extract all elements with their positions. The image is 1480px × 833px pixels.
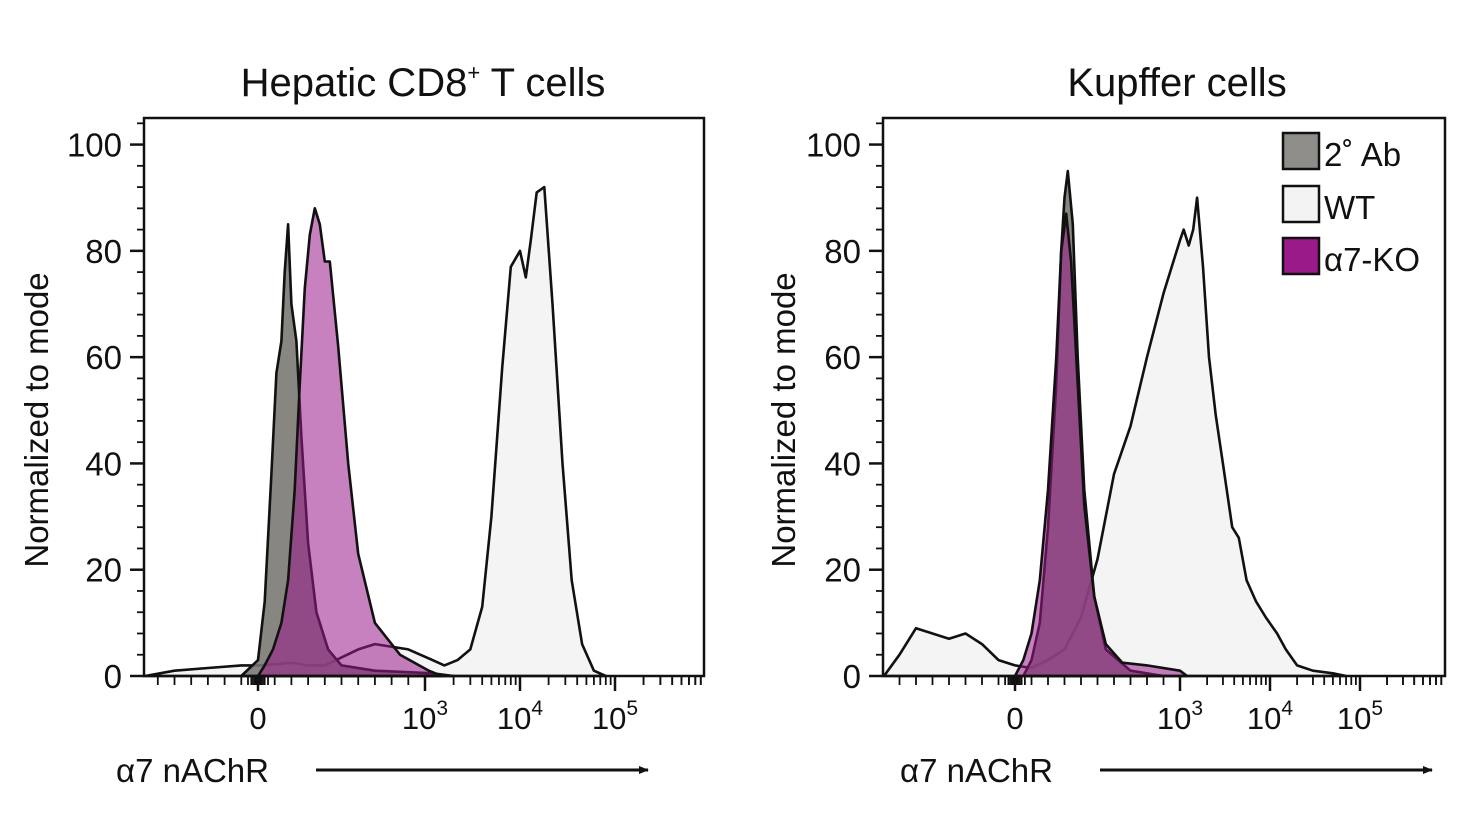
chart-title: Kupffer cells (1067, 61, 1286, 105)
x-tick-label: 0 (249, 701, 266, 736)
y-tick-label: 20 (85, 552, 122, 589)
series-layer (882, 169, 1348, 678)
x-major-ticks (1013, 676, 1362, 691)
plot-frame (142, 116, 706, 678)
panel-hepatic-cd8: Hepatic CD8+ T cells Normalized to mode … (18, 60, 706, 789)
x-minor-ticks (156, 676, 702, 685)
y-tick-label: 60 (85, 339, 122, 376)
x-tick-labels: 0 103 104 105 (1006, 697, 1383, 736)
panel-kupffer: Kupffer cells Normalized to mode 0 20 40 60… (765, 61, 1447, 789)
chart-title: Hepatic CD8+ T cells (241, 60, 606, 105)
legend-swatch (1281, 236, 1321, 276)
legend-item-wt: WT (1281, 184, 1375, 226)
legend: 2˚ Ab WT α7-KO (1281, 131, 1420, 278)
legend-label: α7-KO (1324, 241, 1420, 278)
y-tick-label: 0 (104, 658, 122, 695)
x-tick-labels: 0 103 104 105 (249, 697, 638, 736)
series-a7ko (256, 207, 443, 678)
x-tick-label: 104 (497, 697, 543, 736)
x-tick-label: 103 (402, 697, 448, 736)
x-axis-label: α7 nAChR (116, 752, 269, 789)
x-tick-label: 105 (592, 697, 638, 736)
series-a7ko (1013, 212, 1189, 678)
y-tick-label: 0 (843, 658, 861, 695)
legend-label: 2˚ Ab (1324, 136, 1401, 173)
y-tick-label: 60 (824, 339, 861, 376)
x-tick-label: 105 (1337, 697, 1383, 736)
y-minor-ticks (876, 122, 883, 656)
y-major-ticks (130, 143, 144, 678)
y-tick-label: 20 (824, 552, 861, 589)
legend-swatch (1281, 184, 1321, 224)
series-wt (882, 196, 1348, 678)
y-tick-label: 100 (806, 127, 861, 164)
y-tick-label: 80 (85, 233, 122, 270)
x-tick-label: 104 (1247, 697, 1293, 736)
x-minor-ticks (898, 676, 1443, 685)
x-axis-label: α7 nAChR (900, 752, 1053, 789)
legend-swatch (1281, 131, 1321, 171)
y-tick-labels: 0 20 40 60 80 100 (806, 127, 861, 695)
x-tick-label: 0 (1006, 701, 1023, 736)
y-tick-label: 40 (85, 445, 122, 482)
legend-item-secondary-ab: 2˚ Ab (1281, 131, 1401, 173)
y-axis-label: Normalized to mode (18, 272, 55, 567)
y-tick-label: 80 (824, 233, 861, 270)
y-tick-labels: 0 20 40 60 80 100 (67, 127, 122, 695)
y-tick-label: 100 (67, 127, 122, 164)
x-major-ticks (256, 676, 617, 691)
y-tick-label: 40 (824, 445, 861, 482)
x-tick-label: 103 (1157, 697, 1203, 736)
y-major-ticks (869, 143, 883, 678)
series-wt (143, 185, 608, 678)
legend-label: WT (1324, 189, 1375, 226)
y-axis-label: Normalized to mode (765, 272, 802, 567)
y-minor-ticks (137, 122, 144, 656)
series-layer (143, 185, 608, 678)
legend-item-a7ko: α7-KO (1281, 236, 1420, 278)
